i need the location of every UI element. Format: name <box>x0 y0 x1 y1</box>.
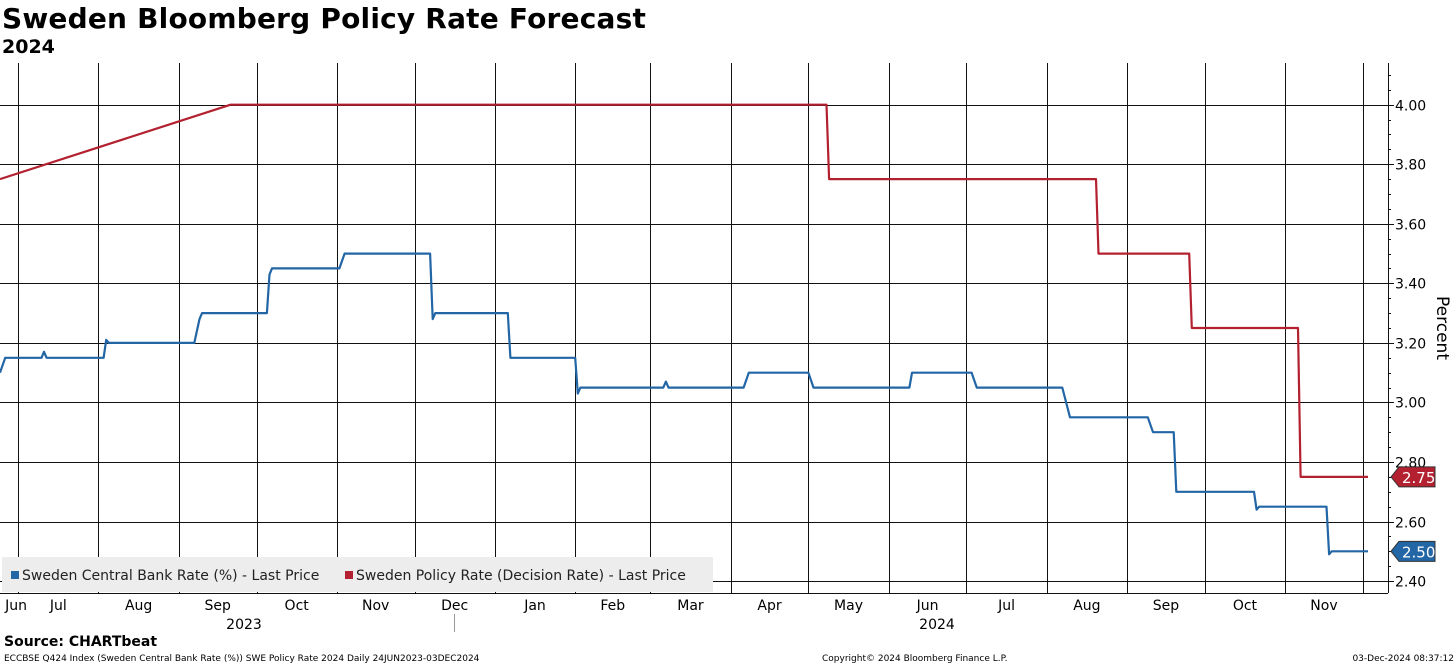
legend-swatch-policy-rate <box>345 571 353 579</box>
copyright: Copyright© 2024 Bloomberg Finance L.P. <box>822 654 1008 664</box>
chart-area: 2.402.602.803.003.203.403.603.804.00 Jun… <box>0 63 1452 633</box>
vertical-gridlines <box>18 63 1364 593</box>
x-tick-label: Aug <box>1073 598 1100 614</box>
series-line-1 <box>0 103 1368 478</box>
series-lines <box>0 103 1368 556</box>
series-line-0 <box>0 252 1368 556</box>
index-info: ECCBSE Q424 Index (Sweden Central Bank R… <box>4 654 480 664</box>
horizontal-gridlines <box>0 105 1388 582</box>
x-tick-label: Mar <box>677 598 704 614</box>
x-tick-label: Dec <box>441 598 468 614</box>
x-tick-label: Jun <box>4 598 27 614</box>
last-value-label-1: 2.75 <box>1402 469 1435 487</box>
y-tick-label: 3.80 <box>1395 158 1426 174</box>
x-tick-label: Sep <box>204 598 231 614</box>
last-value-badge-0 <box>1390 540 1436 562</box>
x-tick-label: Jun <box>916 598 939 614</box>
x-year-label-2023: 2023 <box>226 617 262 633</box>
y-tick-label: 2.40 <box>1395 575 1426 591</box>
x-tick-label: Sep <box>1153 598 1180 614</box>
y-tick-label: 3.20 <box>1395 337 1426 353</box>
x-axis: Jun Jul Aug Sep Oct Nov Dec Jan Feb Mar Apr May Jun J… <box>0 593 1388 633</box>
legend: Sweden Central Bank Rate (%) - Last Pric… <box>11 568 686 584</box>
y-tick-label: 3.60 <box>1395 218 1426 234</box>
legend-background <box>2 557 713 592</box>
x-year-label-2024: 2024 <box>919 617 955 633</box>
x-tick-label: Nov <box>1310 598 1337 614</box>
last-value-label-0: 2.50 <box>1402 543 1435 561</box>
x-tick-label: Nov <box>362 598 389 614</box>
y-tick-label: 2.60 <box>1395 516 1426 532</box>
x-tick-label: Apr <box>757 598 781 614</box>
y-axis-label: Percent <box>1432 296 1452 360</box>
x-tick-label: Jul <box>49 598 67 614</box>
source-note: Source: CHARTbeat <box>4 634 158 650</box>
legend-label-policy-rate: Sweden Policy Rate (Decision Rate) - Las… <box>356 568 686 584</box>
timestamp: 03-Dec-2024 08:37:12 <box>1352 654 1454 664</box>
x-tick-label: Jul <box>997 598 1015 614</box>
last-value-badge-1 <box>1390 466 1436 488</box>
chart-title: Sweden Bloomberg Policy Rate Forecast <box>2 2 647 35</box>
y-axis: 2.402.602.803.003.203.403.603.804.00 <box>1388 63 1426 593</box>
legend-label-central-bank: Sweden Central Bank Rate (%) - Last Pric… <box>22 568 319 584</box>
x-tick-label: Feb <box>600 598 625 614</box>
y-tick-label: 4.00 <box>1395 99 1426 115</box>
last-value-badges: 2.50 2.75 <box>1390 466 1436 562</box>
x-tick-label: May <box>834 598 863 614</box>
y-tick-label: 3.40 <box>1395 277 1426 293</box>
y-tick-label: 3.00 <box>1395 396 1426 412</box>
x-tick-label: Aug <box>125 598 152 614</box>
legend-swatch-central-bank <box>11 571 19 579</box>
x-tick-label: Oct <box>285 598 310 614</box>
x-tick-label: Jan <box>523 598 546 614</box>
x-tick-label: Oct <box>1233 598 1258 614</box>
chart-subtitle: 2024 <box>2 36 55 58</box>
